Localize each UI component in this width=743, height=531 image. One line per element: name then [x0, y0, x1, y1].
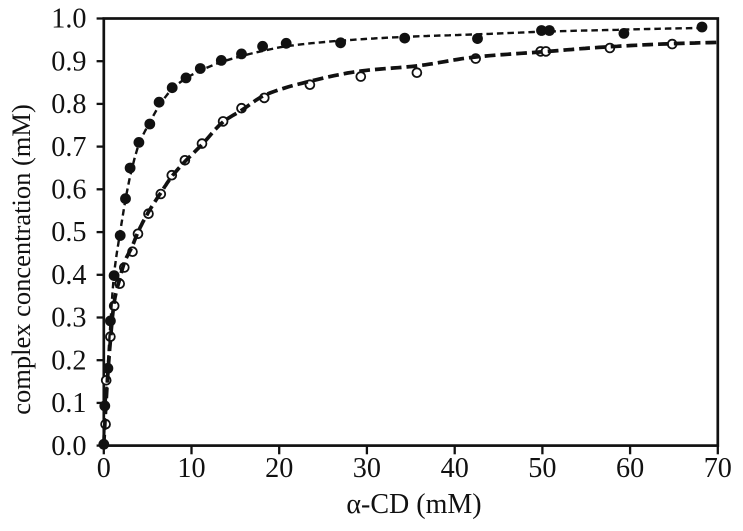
svg-text:1.0: 1.0 — [51, 4, 86, 35]
svg-text:0.2: 0.2 — [51, 345, 86, 376]
svg-text:20: 20 — [265, 453, 293, 484]
svg-text:40: 40 — [441, 453, 469, 484]
svg-text:60: 60 — [616, 453, 644, 484]
svg-text:0.6: 0.6 — [51, 175, 86, 206]
svg-text:70: 70 — [704, 453, 732, 484]
svg-text:0.5: 0.5 — [51, 217, 86, 248]
svg-text:0.7: 0.7 — [51, 132, 86, 163]
svg-text:0.8: 0.8 — [51, 89, 86, 120]
svg-text:0.3: 0.3 — [51, 303, 86, 334]
svg-text:0.1: 0.1 — [51, 388, 86, 419]
svg-text:0.0: 0.0 — [51, 431, 86, 462]
svg-text:0.9: 0.9 — [51, 46, 86, 77]
svg-text:α-CD (mM): α-CD (mM) — [346, 489, 481, 520]
svg-text:complex concentration (mM): complex concentration (mM) — [6, 104, 36, 415]
svg-text:0.4: 0.4 — [51, 260, 86, 291]
svg-text:10: 10 — [177, 453, 205, 484]
svg-text:30: 30 — [353, 453, 381, 484]
svg-text:50: 50 — [528, 453, 556, 484]
svg-text:0: 0 — [97, 453, 111, 484]
